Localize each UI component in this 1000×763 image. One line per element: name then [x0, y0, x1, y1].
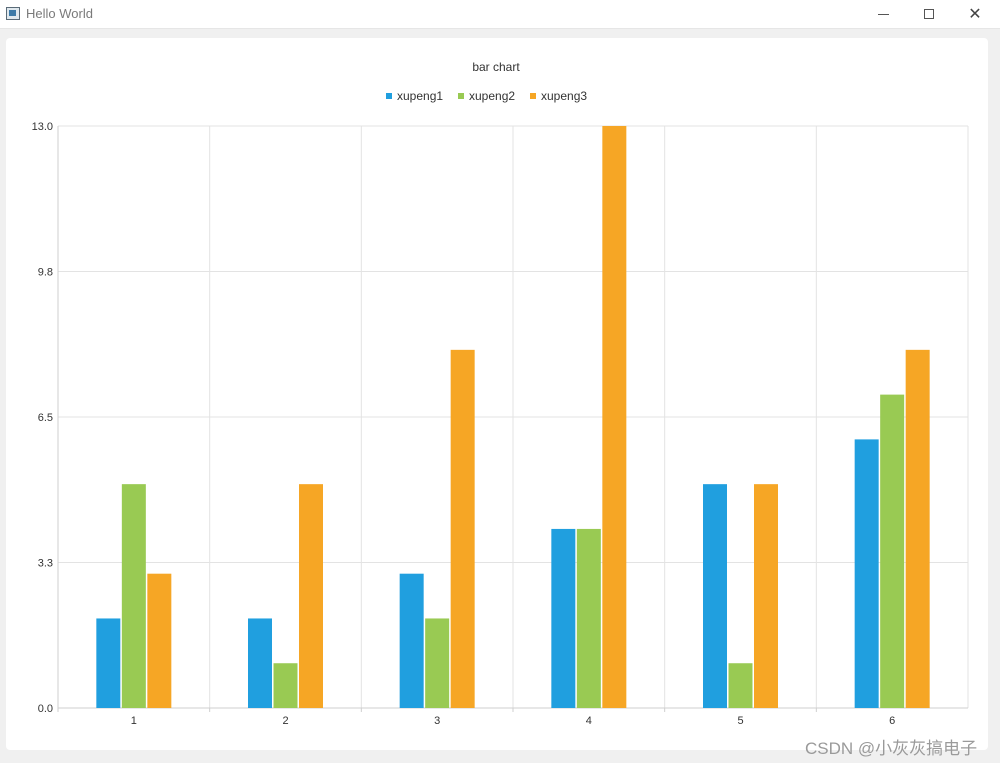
bar-xupeng2-2	[273, 663, 298, 708]
window-client-area: bar chart xupeng1 xupeng2 xupeng3 0.0 3.3 6.5 9…	[0, 29, 1000, 763]
bar-xupeng3-2	[299, 484, 323, 708]
watermark: CSDN @小灰灰搞电子	[805, 739, 978, 758]
bar-xupeng2-5	[728, 663, 753, 708]
bar-xupeng1-2	[248, 618, 272, 708]
minimize-icon	[877, 13, 889, 15]
y-tick-label: 13.0	[32, 121, 53, 133]
bar-xupeng1-5	[703, 484, 727, 708]
maximize-button[interactable]	[906, 0, 952, 28]
legend-marker-xupeng2	[458, 93, 464, 99]
window-title: Hello World	[26, 6, 93, 21]
maximize-icon	[924, 9, 934, 19]
y-tick-label: 9.8	[38, 267, 53, 279]
x-tick-label: 1	[131, 715, 137, 727]
chart-title: bar chart	[472, 60, 520, 74]
bar-xupeng3-5	[754, 484, 778, 708]
legend-label-xupeng2: xupeng2	[469, 89, 515, 103]
bar-xupeng1-3	[399, 573, 424, 708]
bar-xupeng1-1	[96, 618, 121, 708]
x-tick-label: 6	[889, 715, 895, 727]
close-button[interactable]: ✕	[952, 0, 998, 28]
bar-xupeng2-6	[880, 394, 905, 708]
x-tick-label: 2	[282, 715, 288, 727]
bar-xupeng2-1	[121, 484, 146, 708]
bar-xupeng1-6	[854, 439, 879, 708]
y-tick-label: 3.3	[38, 558, 53, 570]
bar-xupeng3-6	[905, 349, 930, 708]
y-tick-label: 6.5	[38, 412, 53, 424]
bar-xupeng3-4	[602, 126, 627, 708]
y-tick-label: 0.0	[38, 703, 53, 715]
chart-view: bar chart xupeng1 xupeng2 xupeng3 0.0 3.3 6.5 9…	[6, 38, 988, 750]
bar-chart: bar chart xupeng1 xupeng2 xupeng3 0.0 3.3 6.5 9…	[32, 60, 969, 727]
close-icon: ✕	[968, 6, 982, 23]
bar-xupeng2-4	[576, 528, 601, 708]
x-tick-label: 5	[737, 715, 743, 727]
window-titlebar: Hello World ✕	[0, 0, 1000, 29]
bar-xupeng3-3	[450, 349, 475, 708]
legend-marker-xupeng3	[530, 93, 536, 99]
bar-xupeng1-4	[551, 528, 576, 708]
app-icon	[6, 7, 20, 20]
x-tick-label: 4	[586, 715, 592, 727]
legend-marker-xupeng1	[386, 93, 392, 99]
bar-xupeng3-1	[147, 573, 172, 708]
legend-label-xupeng1: xupeng1	[397, 89, 443, 103]
minimize-button[interactable]	[860, 0, 906, 28]
legend-label-xupeng3: xupeng3	[541, 89, 587, 103]
bar-xupeng2-3	[425, 618, 450, 708]
x-tick-label: 3	[434, 715, 440, 727]
